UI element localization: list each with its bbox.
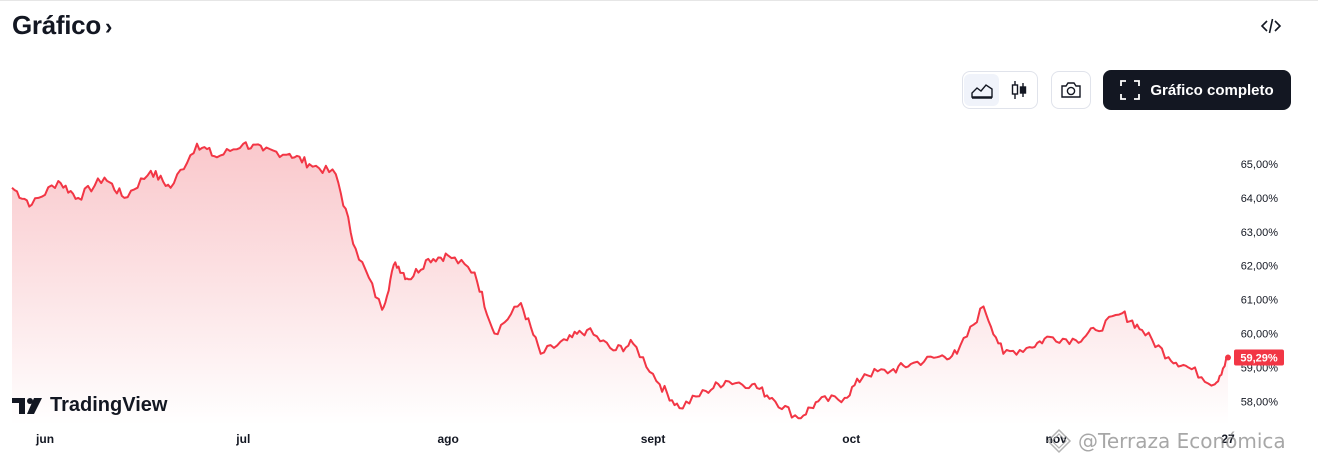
full-chart-label: Gráfico completo bbox=[1150, 81, 1274, 99]
top-border bbox=[0, 0, 1318, 1]
candles-chart-icon bbox=[1011, 81, 1026, 99]
last-value-badge: 59,29% bbox=[1234, 349, 1284, 366]
tradingview-logo-text: TradingView bbox=[50, 394, 168, 416]
tradingview-logo[interactable]: TradingView bbox=[12, 394, 167, 417]
chart-section-title[interactable]: Gráfico › bbox=[12, 10, 112, 41]
chevron-right-icon: › bbox=[104, 13, 112, 39]
y-tick-label: 62,00% bbox=[1241, 261, 1279, 273]
x-tick-label: nov bbox=[1046, 432, 1068, 446]
candles-chart-button[interactable] bbox=[1001, 74, 1036, 106]
x-tick-label: jul bbox=[235, 432, 250, 446]
price-chart[interactable]: 65,00%64,00%63,00%62,00%61,00%60,00%59,0… bbox=[0, 120, 1318, 467]
code-embed-icon bbox=[1260, 18, 1282, 34]
full-chart-button[interactable]: Gráfico completo bbox=[1103, 70, 1291, 110]
tradingview-logo-icon bbox=[12, 397, 42, 414]
y-tick-label: 63,00% bbox=[1241, 227, 1279, 239]
watermark-text: @Terraza Económica bbox=[1078, 429, 1286, 453]
chart-type-switcher bbox=[962, 71, 1038, 109]
series-line bbox=[11, 141, 1229, 420]
last-value-badge-bg bbox=[1234, 349, 1284, 366]
y-tick-label: 58,00% bbox=[1241, 396, 1279, 408]
leaf-logo-icon bbox=[1046, 428, 1072, 454]
area-fill bbox=[12, 142, 1228, 426]
x-axis: jun jul ago sept oct nov 27 bbox=[35, 432, 1235, 446]
x-tick-label: ago bbox=[438, 432, 459, 446]
x-tick-label: jun bbox=[35, 432, 54, 446]
x-tick-label: 27 bbox=[1221, 432, 1235, 446]
y-tick-label: 65,00% bbox=[1241, 159, 1279, 171]
watermark: @Terraza Económica bbox=[1046, 428, 1286, 454]
y-tick-label: 61,00% bbox=[1241, 295, 1279, 307]
y-axis: 65,00%64,00%63,00%62,00%61,00%60,00%59,0… bbox=[1241, 159, 1279, 408]
expand-corners-icon bbox=[1120, 80, 1141, 100]
page-title[interactable]: Gráfico bbox=[12, 10, 101, 40]
y-tick-label: 60,00% bbox=[1241, 329, 1279, 341]
last-value-label: 59,29% bbox=[1240, 353, 1278, 365]
area-chart-icon bbox=[970, 84, 993, 99]
y-tick-label: 64,00% bbox=[1241, 193, 1279, 205]
embed-code-button[interactable] bbox=[1256, 12, 1286, 40]
x-tick-label: sept bbox=[641, 432, 666, 446]
area-chart-button[interactable] bbox=[964, 74, 999, 106]
last-point bbox=[1225, 354, 1231, 361]
x-tick-label: oct bbox=[842, 432, 860, 446]
camera-icon bbox=[1061, 82, 1081, 98]
snapshot-button[interactable] bbox=[1051, 71, 1091, 109]
